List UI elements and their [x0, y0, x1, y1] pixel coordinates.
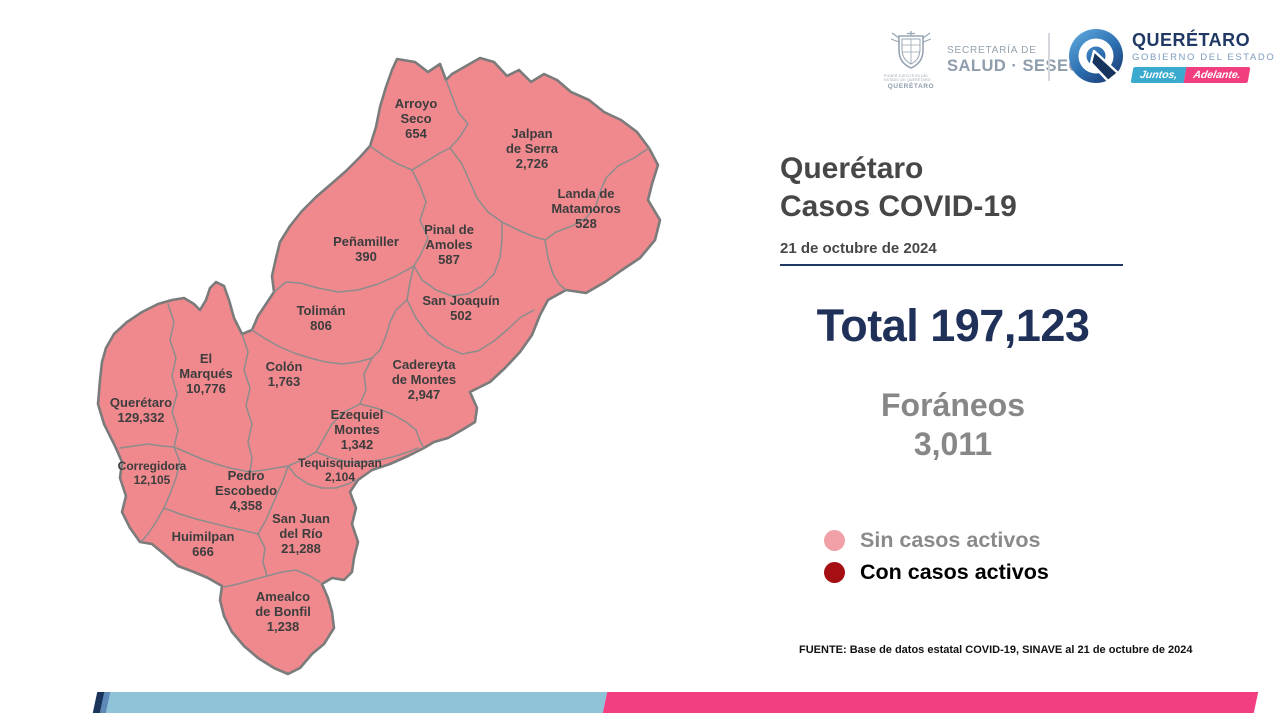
map-label-landa-de-matamoros: Landa de Matamoros 528 [551, 186, 621, 231]
logo-divider [1048, 33, 1050, 81]
q-logo-icon [1069, 29, 1123, 83]
qro-wordmark: QUERÉTARO GOBIERNO DEL ESTADO Juntos, Ad… [1130, 29, 1276, 83]
map-label-arroyo-seco: Arroyo Seco 654 [394, 96, 438, 141]
state-outline [96, 56, 662, 676]
queretaro-label: QUERÉTARO [1132, 29, 1251, 50]
map-label-pinal-de-amoles: Pinal de Amoles 587 [424, 222, 474, 267]
map-label-san-joaquin: San Joaquín 502 [422, 293, 500, 323]
foraneos-value: 3,011 [913, 426, 993, 462]
date-underline [780, 264, 1123, 266]
total-cases: Total 197,123 [780, 300, 1126, 352]
title-line1: Querétaro [780, 152, 924, 185]
map-label-colon: Colón 1,763 [265, 359, 303, 389]
dark-red-circle-icon [824, 562, 845, 583]
gobierno-del-estado-label: GOBIERNO DEL ESTADO [1132, 51, 1276, 63]
map-label-amealco-de-bonfil: Amealco de Bonfil 1,238 [255, 589, 311, 634]
total-label: Total [816, 300, 919, 351]
escudo-subcaption: PODER EJECUTIVO DEL ESTADO DE QUERÉTARO [884, 74, 931, 82]
foraneos-label: Foráneos [880, 387, 1026, 423]
map-label-huimilpan: Huimilpan 666 [171, 529, 235, 559]
total-value: 197,123 [930, 300, 1090, 351]
map-label-queretaro: Querétaro 129,332 [109, 395, 173, 425]
map-label-toliman: Tolimán 806 [296, 303, 346, 333]
map-label-pedro-escobedo: Pedro Escobedo 4,358 [214, 468, 278, 513]
map-label-penamiller: Peñamiller 390 [333, 234, 399, 264]
seseq-coat-of-arms: PODER EJECUTIVO DEL ESTADO DE QUERÉTARO … [884, 30, 938, 90]
source-note: FUENTE: Base de datos estatal COVID-19, … [799, 644, 1193, 656]
bottom-bar-pink-segment [602, 692, 1259, 713]
seseq-logo: PODER EJECUTIVO DEL ESTADO DE QUERÉTARO … [884, 30, 1082, 90]
map-label-ezequiel-montes: Ezequiel Montes 1,342 [330, 407, 384, 452]
map-label-jalpan-de-serra: Jalpan de Serra 2,726 [505, 126, 559, 171]
secretaria-de-label: SECRETARÍA DE [947, 44, 1037, 56]
escudo-caption: QUERÉTARO [887, 83, 935, 90]
badge-adelante: Adelante. [1183, 66, 1251, 83]
legend-row-sin-casos: Sin casos activos [824, 528, 1049, 553]
map-label-tequisquiapan: Tequisquiapan 2,104 [298, 456, 382, 484]
map-label-cadereyta-de-montes: Cadereyta de Montes 2,947 [391, 357, 457, 402]
map-label-corregidora: Corregidora 12,105 [117, 459, 187, 487]
queretaro-government-logo: QUERÉTARO GOBIERNO DEL ESTADO Juntos, Ad… [1068, 28, 1275, 84]
badge-juntos: Juntos, [1130, 66, 1187, 83]
legend-label-sin-casos: Sin casos activos [860, 528, 1041, 552]
report-date: 21 de octubre de 2024 [780, 240, 937, 257]
seseq-wordmark: SECRETARÍA DE SALUD · SESEQ [947, 45, 1082, 76]
municipal-borders [119, 79, 650, 588]
page-title: Querétaro Casos COVID-19 [780, 150, 1017, 226]
foraneos-block: Foráneos 3,011 [780, 386, 1126, 464]
bottom-bar-lightblue-segment [105, 692, 608, 713]
juntos-adelante-badge: Juntos, Adelante. [1130, 66, 1251, 83]
coat-of-arms-icon [890, 31, 932, 69]
legend: Sin casos activos Con casos activos [824, 528, 1049, 592]
legend-label-con-casos: Con casos activos [860, 560, 1049, 584]
pink-circle-icon [824, 530, 845, 551]
queretaro-state-map [96, 56, 662, 676]
map-label-san-juan-del-rio: San Juan del Río 21,288 [272, 511, 330, 556]
salud-seseq-label: SALUD · SESEQ [947, 56, 1082, 75]
title-line2: Casos COVID-19 [780, 190, 1017, 223]
legend-row-con-casos: Con casos activos [824, 560, 1049, 585]
map-label-el-marques: El Marqués 10,776 [179, 351, 233, 396]
